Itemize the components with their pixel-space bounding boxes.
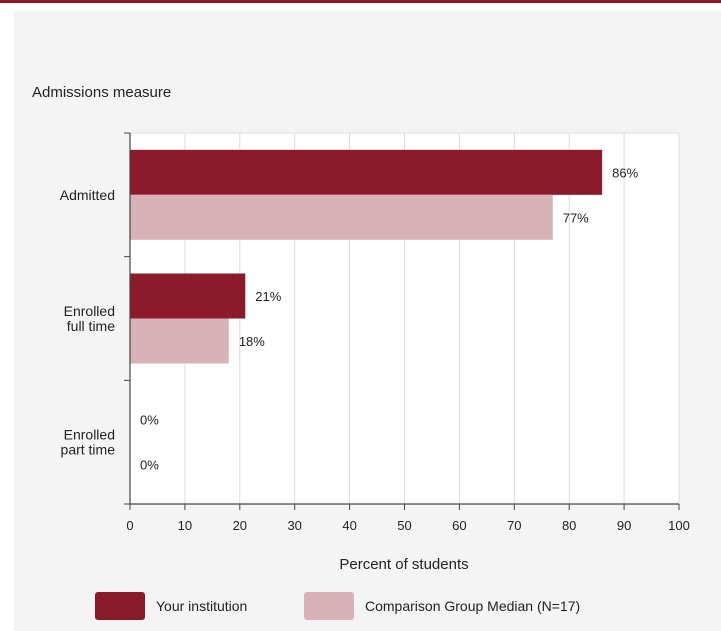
data-label-institution-2: 0% — [140, 413, 159, 428]
x-tick-label-50: 50 — [397, 518, 411, 533]
bar-comparison-1 — [130, 318, 229, 364]
legend-label-institution: Your institution — [156, 598, 247, 614]
category-label-line: Enrolled — [64, 427, 115, 443]
category-label-0: Admitted — [60, 187, 115, 203]
top-accent-rule — [0, 0, 721, 3]
legend-label-comparison: Comparison Group Median (N=17) — [365, 598, 580, 614]
x-axis-label: Percent of students — [339, 556, 468, 573]
data-label-comparison-2: 0% — [140, 458, 159, 473]
category-label-line: Enrolled — [64, 303, 115, 319]
x-tick-label-0: 0 — [126, 518, 133, 533]
x-tick-label-40: 40 — [342, 518, 356, 533]
x-tick-label-60: 60 — [452, 518, 466, 533]
legend-swatch-institution — [95, 592, 145, 620]
bar-institution-1 — [130, 273, 246, 319]
legend-swatch-comparison — [304, 592, 354, 620]
x-tick-label-30: 30 — [287, 518, 301, 533]
data-label-comparison-0: 77% — [563, 210, 589, 225]
chart-title: Admissions measure — [32, 84, 171, 101]
x-tick-label-80: 80 — [562, 518, 576, 533]
data-label-institution-0: 86% — [612, 165, 638, 180]
bars — [130, 149, 603, 364]
category-label-2: Enrolled part time — [61, 427, 116, 458]
x-tick-labels: 0 10 20 30 40 50 60 70 80 90 100 — [126, 518, 689, 533]
data-label-comparison-1: 18% — [239, 334, 265, 349]
data-label-institution-1: 21% — [255, 289, 281, 304]
x-tick-label-10: 10 — [178, 518, 192, 533]
x-tick-label-100: 100 — [668, 518, 690, 533]
axes — [124, 132, 680, 510]
x-tick-label-20: 20 — [233, 518, 247, 533]
legend: Your institution Comparison Group Median … — [95, 592, 580, 620]
bar-comparison-0 — [130, 194, 553, 240]
data-labels: 86% 77% 21% 18% 0% 0% — [140, 165, 639, 472]
x-tick-label-90: 90 — [617, 518, 631, 533]
category-label-line: full time — [67, 318, 115, 334]
category-label-line: part time — [61, 442, 116, 458]
bar-institution-0 — [130, 149, 603, 195]
x-tick-label-70: 70 — [507, 518, 521, 533]
category-label-1: Enrolled full time — [64, 303, 116, 334]
category-label-line: Admitted — [60, 187, 115, 203]
